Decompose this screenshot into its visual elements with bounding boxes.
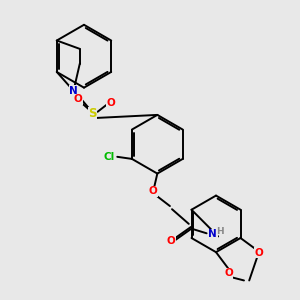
Text: S: S [88, 107, 97, 120]
Text: Cl: Cl [103, 152, 115, 162]
Text: O: O [167, 236, 175, 246]
Text: O: O [255, 248, 264, 258]
Text: O: O [73, 94, 82, 104]
Text: N: N [208, 229, 217, 239]
Text: O: O [224, 268, 233, 278]
Text: O: O [149, 186, 158, 197]
Text: O: O [107, 98, 116, 108]
Text: H: H [216, 227, 224, 236]
Text: N: N [69, 86, 78, 96]
